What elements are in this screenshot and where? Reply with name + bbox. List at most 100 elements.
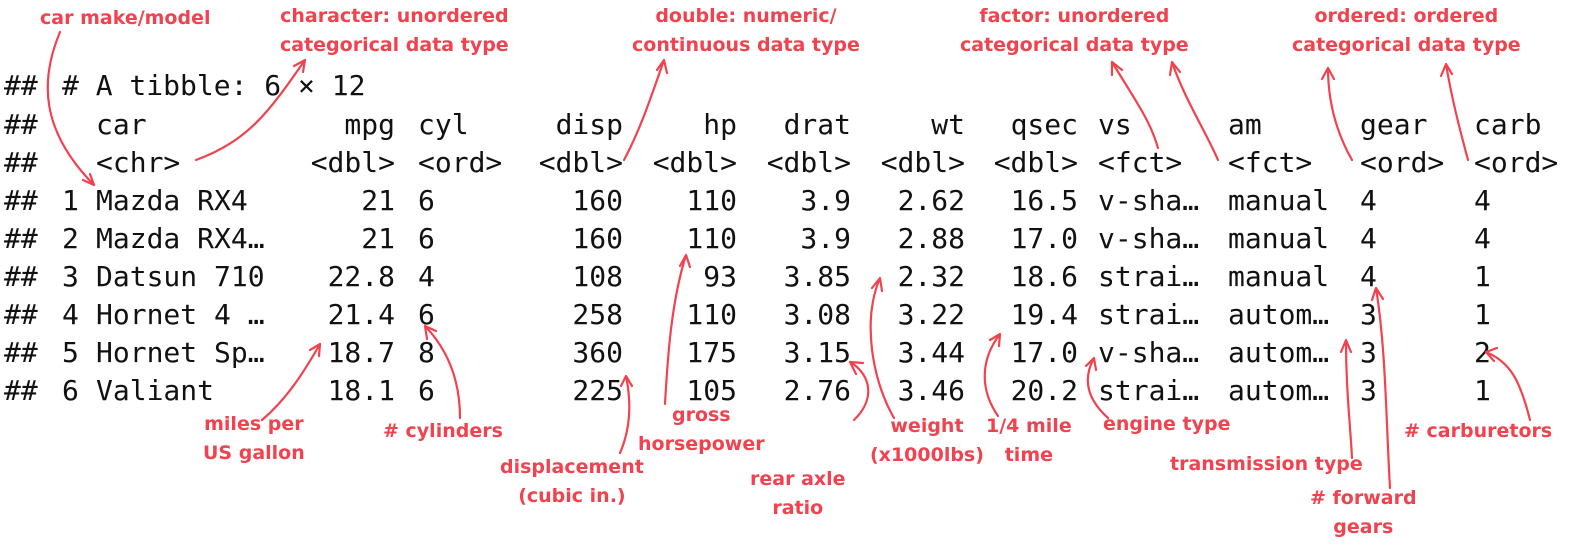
table-cell-drat: 3.9 bbox=[800, 222, 851, 255]
table-cell-qsec: 18.6 bbox=[1010, 260, 1078, 293]
table-cell-mpg: 22.8 bbox=[327, 260, 395, 293]
table-cell-cyl: 8 bbox=[418, 336, 435, 369]
row-number: 2 bbox=[62, 222, 79, 255]
table-cell-gear: 4 bbox=[1360, 260, 1377, 293]
table-cell-disp: 160 bbox=[572, 222, 623, 255]
table-cell-hp: 105 bbox=[686, 374, 737, 407]
column-type: <chr> bbox=[96, 146, 181, 179]
console-prompt: ## bbox=[4, 146, 38, 179]
arrow-hp bbox=[663, 253, 692, 406]
row-number: 6 bbox=[62, 374, 79, 407]
table-cell-carb: 1 bbox=[1474, 374, 1491, 407]
table-cell-disp: 360 bbox=[572, 336, 623, 369]
table-cell-wt: 2.62 bbox=[897, 184, 965, 217]
column-name: gear bbox=[1360, 108, 1428, 141]
table-cell-am: manual bbox=[1228, 260, 1330, 293]
column-name: car bbox=[96, 108, 147, 141]
arrow-mpg bbox=[260, 342, 322, 422]
table-cell-drat: 2.76 bbox=[783, 374, 851, 407]
column-type: <ord> bbox=[418, 146, 503, 179]
arrow-qsec bbox=[983, 332, 1002, 418]
annotation-drat: rear axle ratio bbox=[750, 468, 846, 519]
annotation-ordered: ordered: ordered categorical data type bbox=[1292, 5, 1521, 56]
table-cell-qsec: 16.5 bbox=[1010, 184, 1078, 217]
table-cell-qsec: 19.4 bbox=[1010, 298, 1078, 331]
column-name: wt bbox=[931, 108, 965, 141]
arrow-factor-2 bbox=[1168, 60, 1220, 162]
column-name: carb bbox=[1474, 108, 1542, 141]
annotation-mpg: miles per US gallon bbox=[203, 413, 305, 464]
table-cell-car: Mazda RX4… bbox=[96, 222, 265, 255]
annotation-car: car make/model bbox=[40, 7, 211, 29]
table-cell-disp: 108 bbox=[572, 260, 623, 293]
arrow-car bbox=[46, 30, 96, 187]
table-cell-vs: v-sha… bbox=[1098, 222, 1200, 255]
table-cell-carb: 4 bbox=[1474, 184, 1491, 217]
console-prompt: ## bbox=[4, 298, 38, 331]
column-name: vs bbox=[1098, 108, 1132, 141]
console-prompt: ## bbox=[4, 222, 38, 255]
column-name: disp bbox=[555, 108, 623, 141]
table-cell-cyl: 6 bbox=[418, 374, 435, 407]
arrow-character bbox=[194, 58, 307, 162]
arrow-carb bbox=[1484, 346, 1532, 422]
arrow-double bbox=[622, 58, 669, 162]
arrow-drat bbox=[848, 360, 870, 422]
table-cell-vs: v-sha… bbox=[1098, 336, 1200, 369]
table-cell-hp: 110 bbox=[686, 222, 737, 255]
table-cell-car: Mazda RX4 bbox=[96, 184, 248, 217]
console-prompt: ## bbox=[4, 260, 38, 293]
table-cell-gear: 3 bbox=[1360, 336, 1377, 369]
column-name: qsec bbox=[1010, 108, 1078, 141]
annotation-character: character: unordered categorical data ty… bbox=[280, 5, 509, 56]
column-name: mpg bbox=[344, 108, 395, 141]
annotation-vs: engine type bbox=[1103, 413, 1231, 435]
console-prompt: ## bbox=[4, 69, 38, 102]
table-cell-hp: 110 bbox=[686, 184, 737, 217]
column-type: <ord> bbox=[1360, 146, 1445, 179]
table-cell-vs: v-sha… bbox=[1098, 184, 1200, 217]
annotation-cyl: # cylinders bbox=[383, 420, 503, 442]
table-cell-am: autom… bbox=[1228, 336, 1330, 369]
table-cell-cyl: 6 bbox=[418, 222, 435, 255]
annotation-disp: displacement (cubic in.) bbox=[500, 456, 644, 507]
table-cell-disp: 258 bbox=[572, 298, 623, 331]
table-cell-vs: strai… bbox=[1098, 374, 1200, 407]
column-type: <fct> bbox=[1228, 146, 1313, 179]
table-cell-drat: 3.08 bbox=[783, 298, 851, 331]
table-cell-carb: 1 bbox=[1474, 260, 1491, 293]
table-cell-mpg: 18.1 bbox=[327, 374, 395, 407]
console-prompt: ## bbox=[4, 374, 38, 407]
console-prompt: ## bbox=[4, 108, 38, 141]
annotation-am: transmission type bbox=[1170, 453, 1363, 475]
column-name: drat bbox=[783, 108, 851, 141]
arrow-cyl bbox=[423, 324, 462, 420]
table-cell-hp: 175 bbox=[686, 336, 737, 369]
arrow-am bbox=[1339, 338, 1354, 460]
table-cell-carb: 2 bbox=[1474, 336, 1491, 369]
annotation-wt: weight (x1000lbs) bbox=[870, 415, 984, 466]
column-type: <dbl> bbox=[880, 146, 965, 179]
annotation-carb: # carburetors bbox=[1404, 420, 1553, 442]
table-cell-wt: 3.22 bbox=[897, 298, 965, 331]
arrow-gear bbox=[1370, 286, 1392, 490]
table-cell-drat: 3.15 bbox=[783, 336, 851, 369]
console-prompt: ## bbox=[4, 184, 38, 217]
console-prompt: ## bbox=[4, 336, 38, 369]
table-cell-mpg: 21 bbox=[361, 222, 395, 255]
table-cell-wt: 2.32 bbox=[897, 260, 965, 293]
annotation-double: double: numeric/ continuous data type bbox=[632, 5, 860, 56]
row-number: 4 bbox=[62, 298, 79, 331]
table-cell-cyl: 6 bbox=[418, 298, 435, 331]
table-cell-hp: 110 bbox=[686, 298, 737, 331]
column-type: <dbl> bbox=[310, 146, 395, 179]
arrow-ordered-1 bbox=[1320, 66, 1354, 162]
arrow-wt bbox=[869, 276, 896, 420]
annotation-hp: gross horsepower bbox=[638, 404, 765, 455]
table-cell-gear: 3 bbox=[1360, 374, 1377, 407]
table-cell-drat: 3.85 bbox=[783, 260, 851, 293]
table-cell-car: Datsun 710 bbox=[96, 260, 265, 293]
annotation-gear: # forward gears bbox=[1310, 487, 1417, 538]
table-cell-disp: 160 bbox=[572, 184, 623, 217]
